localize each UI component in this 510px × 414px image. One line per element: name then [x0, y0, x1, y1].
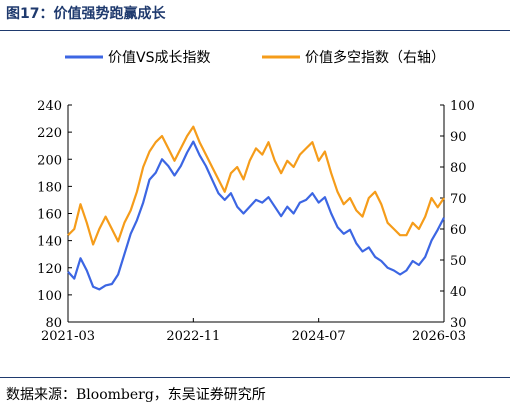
y-tick-left-label: 180: [37, 180, 62, 195]
x-tick-label: 2024-07: [292, 329, 346, 344]
y-tick-right-label: 100: [450, 99, 475, 114]
legend-label-orange: 价值多空指数（右轴）: [305, 49, 445, 66]
y-tick-left-label: 240: [37, 99, 62, 114]
figure-title: 图17：价值强势跑赢成长: [6, 6, 166, 22]
y-tick-right-label: 60: [450, 223, 467, 238]
y-tick-left-label: 120: [37, 262, 62, 277]
source-note: 数据来源：Bloomberg，东吴证券研究所: [6, 387, 266, 403]
footer-divider: [0, 377, 510, 378]
y-tick-right-label: 80: [450, 161, 467, 176]
y-tick-left-label: 220: [37, 126, 62, 141]
x-ticks: 2021-03 2022-11 2024-07 2026-03: [41, 318, 466, 344]
title-divider: [0, 30, 510, 31]
x-tick-label: 2022-11: [166, 329, 220, 344]
y-tick-right-label: 90: [450, 130, 467, 145]
y-tick-right-label: 50: [450, 254, 467, 269]
y-tick-left-label: 200: [37, 153, 62, 168]
y-ticks-left: 80 100 120 140 160 180 200 220 240: [37, 99, 72, 331]
y-ticks-right: 30 40 50 60 70 80 90 100: [440, 99, 475, 331]
y-tick-left-label: 80: [45, 316, 62, 331]
legend-label-blue: 价值VS成长指数: [108, 50, 210, 66]
x-tick-label: 2021-03: [41, 329, 95, 344]
series-layer: [67, 125, 445, 291]
y-tick-right-label: 40: [450, 285, 467, 300]
series-line-value-long-short: [67, 125, 445, 246]
x-tick-label: 2026-03: [412, 329, 466, 344]
y-tick-left-label: 140: [37, 235, 62, 250]
y-tick-left-label: 160: [37, 208, 62, 223]
legend: 价值VS成长指数 价值多空指数（右轴）: [65, 49, 445, 66]
y-tick-right-label: 70: [450, 192, 467, 207]
y-tick-right-label: 30: [450, 316, 467, 331]
series-line-value-vs-growth: [67, 140, 445, 291]
y-tick-left-label: 100: [37, 289, 62, 304]
